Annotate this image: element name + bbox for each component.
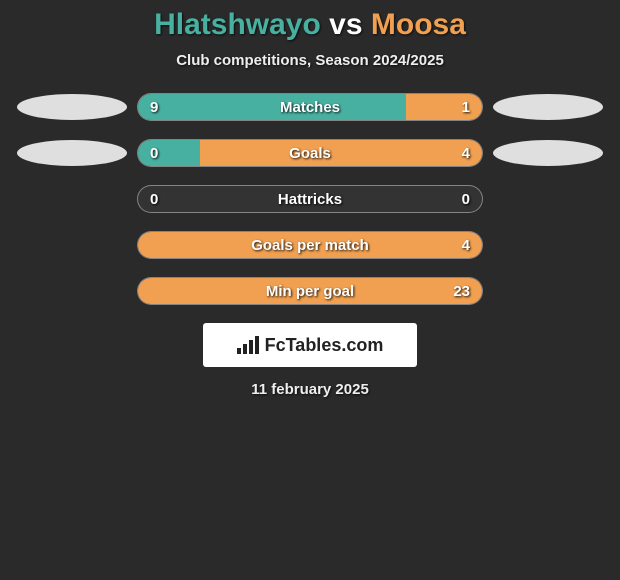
shadow-ellipse-left	[17, 186, 127, 212]
stat-value-right: 0	[462, 186, 470, 212]
comparison-widget: Hlatshwayo vs Moosa Club competitions, S…	[0, 0, 620, 398]
shadow-ellipse-right	[493, 94, 603, 120]
subtitle: Club competitions, Season 2024/2025	[0, 52, 620, 69]
stat-row: 91Matches	[0, 93, 620, 121]
stat-bar: 0 0Hattricks	[137, 185, 483, 213]
title-vs: vs	[329, 8, 362, 41]
stat-bar-right-fill	[200, 140, 482, 166]
stat-bar: 04Goals	[137, 139, 483, 167]
stat-bar: 23Min per goal	[137, 277, 483, 305]
branding[interactable]: FcTables.com	[203, 323, 417, 367]
stat-label: Hattricks	[138, 186, 482, 212]
shadow-ellipse-left	[17, 140, 127, 166]
shadow-ellipse-right	[493, 186, 603, 212]
title-player2: Moosa	[371, 8, 466, 41]
stat-bar-right-fill	[138, 232, 482, 258]
branding-text: FcTables.com	[265, 335, 384, 356]
stat-bar-right-fill	[138, 278, 482, 304]
stat-bar-left-fill	[138, 94, 406, 120]
shadow-ellipse-right	[493, 232, 603, 258]
stat-bar-left-fill	[138, 140, 200, 166]
stat-bar: 91Matches	[137, 93, 483, 121]
stat-row: 4Goals per match	[0, 231, 620, 259]
stat-row: 04Goals	[0, 139, 620, 167]
stat-row: 0 0Hattricks	[0, 185, 620, 213]
stat-bar-right-fill	[406, 94, 482, 120]
stats-rows: 91Matches 04Goals 0 0Hattricks 4Goals per ma…	[0, 93, 620, 305]
shadow-ellipse-right	[493, 140, 603, 166]
title-player1: Hlatshwayo	[154, 8, 321, 41]
shadow-ellipse-left	[17, 94, 127, 120]
stat-bar: 4Goals per match	[137, 231, 483, 259]
stat-value-left: 0	[150, 186, 158, 212]
shadow-ellipse-right	[493, 278, 603, 304]
stat-row: 23Min per goal	[0, 277, 620, 305]
bars-icon	[237, 336, 259, 354]
shadow-ellipse-left	[17, 278, 127, 304]
shadow-ellipse-left	[17, 232, 127, 258]
date: 11 february 2025	[0, 381, 620, 398]
title: Hlatshwayo vs Moosa	[0, 8, 620, 42]
